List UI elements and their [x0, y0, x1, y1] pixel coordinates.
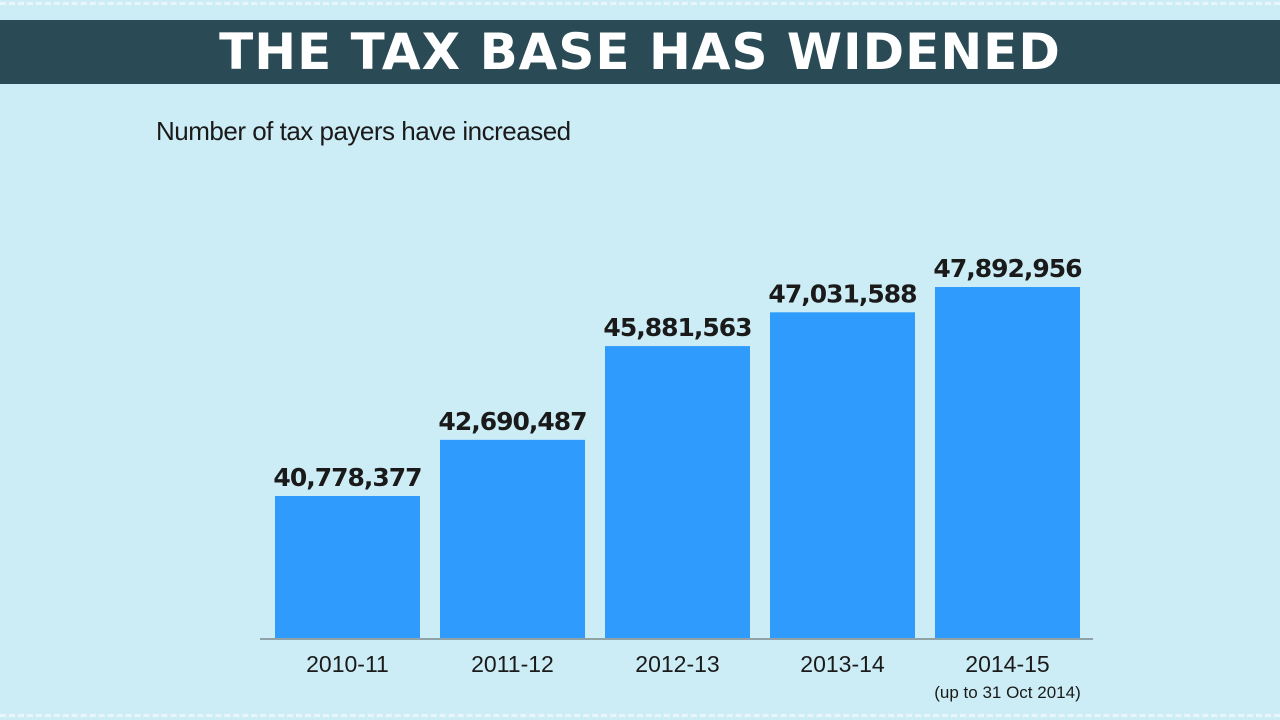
value-label-2012-13: 45,881,563 [603, 313, 751, 342]
value-label-2011-12: 42,690,487 [438, 407, 586, 436]
bar-2014-15 [935, 287, 1080, 638]
title-bar: THE TAX BASE HAS WIDENED [0, 20, 1280, 84]
bar-2011-12 [440, 439, 585, 638]
category-label-2013-14: 2013-14 [800, 651, 885, 677]
category-label-2011-12: 2011-12 [471, 651, 554, 677]
top-dashed-border [0, 2, 1280, 5]
bottom-dashed-border [0, 714, 1280, 717]
bar-2010-11 [275, 496, 420, 638]
bar-2012-13 [605, 346, 750, 638]
chart-subtitle: Number of tax payers have increased [156, 116, 571, 146]
category-label-2010-11: 2010-11 [306, 651, 389, 677]
value-label-2014-15: 47,892,956 [933, 254, 1082, 283]
value-label-2013-14: 47,031,588 [768, 279, 916, 308]
bar-2013-14 [770, 312, 915, 638]
category-note-2014-15: (up to 31 Oct 2014) [934, 683, 1080, 702]
value-label-2010-11: 40,778,377 [273, 463, 421, 492]
page-title: THE TAX BASE HAS WIDENED [219, 23, 1061, 81]
category-label-2014-15: 2014-15 [965, 651, 1049, 677]
category-label-2012-13: 2012-13 [635, 651, 719, 677]
